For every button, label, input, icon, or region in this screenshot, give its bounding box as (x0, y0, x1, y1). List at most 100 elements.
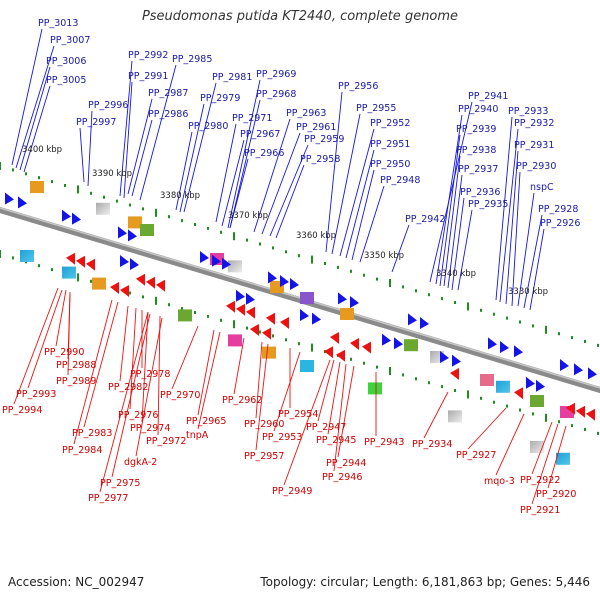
reverse-gene-arrow (226, 300, 235, 313)
tick-dot-outer (545, 325, 547, 334)
forward-gene-label: PP_2979 (200, 93, 240, 104)
forward-leader-line (331, 113, 361, 255)
forward-gene-label: PP_2939 (456, 124, 496, 135)
tick-dot-inner (584, 428, 586, 431)
reverse-gene-label: PP_2965 (186, 416, 226, 427)
tick-dot-inner (389, 367, 391, 375)
tick-dot-inner (376, 365, 378, 369)
tick-dot-inner (298, 342, 300, 346)
position-tick-label: 3330 kbp (508, 287, 548, 297)
forward-leader-line (429, 101, 473, 283)
forward-gene-label: PP_2971 (232, 113, 272, 124)
tick-dot-inner (350, 357, 352, 361)
reverse-leader-line (141, 311, 149, 423)
position-tick-label: 3390 kbp (92, 169, 132, 179)
reverse-leader-line (255, 343, 269, 451)
reverse-gene-arrow (330, 332, 339, 344)
forward-gene-arrow (118, 226, 127, 239)
forward-gene-label: PP_2951 (370, 139, 410, 150)
reverse-gene-arrow (86, 258, 95, 271)
tick-dot-inner (454, 389, 456, 392)
forward-gene-label: PP_2931 (514, 140, 554, 151)
reverse-leader-line (327, 361, 341, 435)
tick-dot-inner (467, 390, 469, 399)
tick-dot-outer (389, 279, 391, 287)
tick-dot-inner (532, 412, 534, 416)
tick-dot-inner (207, 314, 209, 318)
forward-gene-arrow (312, 312, 321, 325)
forward-gene-arrow (408, 313, 417, 326)
forward-gene-arrow (200, 251, 209, 263)
reverse-leader-line (317, 359, 335, 422)
forward-gene-arrow (526, 376, 535, 389)
forward-leader-line (275, 164, 305, 239)
tick-dot-outer (77, 185, 79, 194)
reverse-gene-arrow (576, 405, 585, 418)
forward-leader-line (119, 60, 133, 197)
forward-gene-arrow (18, 196, 27, 209)
feature-block (530, 441, 544, 453)
reverse-gene-label: PP_2946 (322, 472, 362, 483)
reverse-gene-label: PP_2957 (244, 451, 284, 462)
tick-dot-outer (532, 324, 534, 328)
reverse-leader-line (55, 289, 67, 347)
reverse-gene-label: PP_2972 (146, 436, 186, 447)
forward-leader-line (443, 155, 461, 287)
tick-dot-outer (428, 293, 430, 297)
forward-gene-arrow (382, 333, 391, 346)
tick-dot-outer (519, 320, 521, 324)
tick-dot-outer (415, 289, 417, 293)
tick-dot-outer (272, 246, 274, 250)
forward-gene-arrow (300, 309, 309, 321)
forward-gene-arrow (500, 341, 509, 353)
reverse-gene-label: PP_2947 (306, 422, 346, 433)
reverse-gene-label: PP_2970 (160, 390, 200, 401)
tick-dot-inner (233, 320, 235, 329)
reverse-leader-line (233, 337, 245, 395)
tick-dot-outer (506, 316, 508, 320)
forward-gene-label: PP_2987 (148, 88, 188, 99)
forward-leader-line (87, 110, 93, 187)
reverse-leader-line (83, 301, 119, 428)
forward-leader-line (495, 116, 513, 301)
forward-gene-label: PP_2928 (538, 204, 578, 215)
forward-gene-label: PP_2933 (508, 106, 548, 117)
forward-leader-line (499, 128, 519, 303)
forward-leader-line (325, 91, 343, 253)
tick-dot-outer (350, 269, 352, 273)
tick-dot-outer (584, 340, 586, 343)
forward-gene-arrow (560, 359, 569, 371)
genome-summary: Topology: circular; Length: 6,181,863 bp… (260, 575, 590, 589)
forward-gene-arrow (338, 292, 347, 305)
tick-dot-outer (25, 172, 27, 176)
reverse-gene-label: PP_2983 (72, 428, 112, 439)
reverse-leader-line (129, 307, 137, 410)
forward-gene-label: PP_2959 (304, 134, 344, 145)
feature-block (96, 202, 110, 215)
forward-gene-label: PP_2942 (405, 214, 445, 225)
tick-dot-outer (116, 199, 118, 203)
forward-leader-line (123, 81, 133, 199)
tick-dot-outer (298, 254, 300, 258)
tick-dot-outer (311, 255, 313, 264)
forward-gene-arrow (5, 192, 14, 205)
reverse-gene-label: PP_2922 (520, 475, 560, 486)
reverse-leader-line (111, 313, 151, 478)
tick-dot-outer (51, 180, 53, 184)
forward-leader-line (457, 209, 473, 291)
forward-gene-arrow (280, 275, 289, 287)
reverse-gene-label: PP_2974 (130, 423, 170, 434)
reverse-leader-line (283, 359, 331, 486)
forward-gene-label: PP_2966 (244, 148, 284, 159)
reverse-gene-label: PP_2934 (412, 439, 452, 450)
forward-leader-line (227, 79, 261, 229)
forward-gene-label: PP_2956 (338, 81, 378, 92)
reverse-leader-line (273, 351, 301, 432)
forward-leader-line (23, 85, 51, 173)
reverse-gene-label: PP_2978 (130, 369, 170, 380)
tick-dot-outer (207, 226, 209, 230)
feature-block (30, 181, 44, 193)
forward-gene-label: PP_2936 (460, 187, 500, 198)
forward-gene-label: PP_3006 (46, 56, 86, 67)
